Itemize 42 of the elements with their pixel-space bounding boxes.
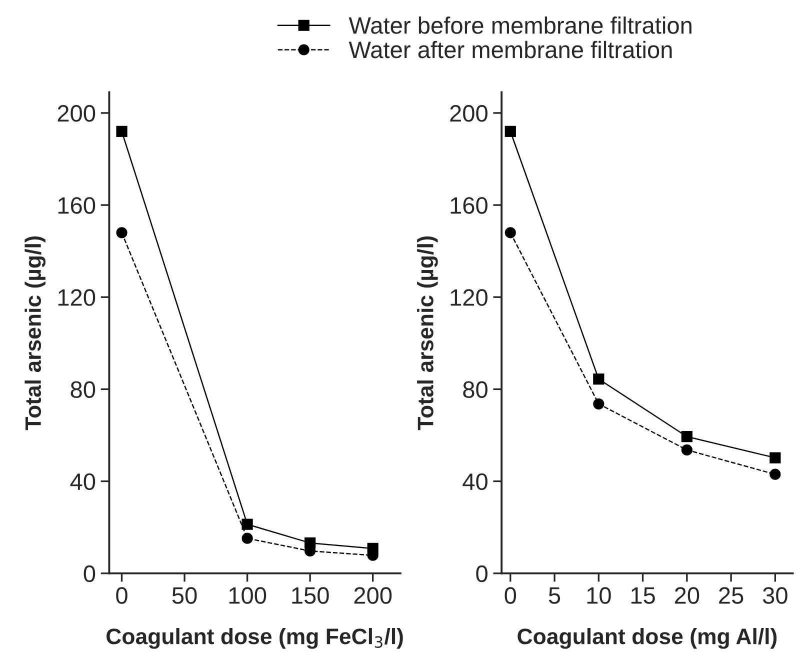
x-tick-label: 25: [719, 587, 744, 604]
y-tick-label: 120: [450, 289, 488, 306]
x-tick-label: 200: [354, 587, 392, 604]
x-tick-label: 0: [504, 587, 516, 604]
y-tick-label: 200: [58, 105, 96, 122]
y-tick-label: 80: [463, 381, 488, 398]
x-axis-title: Coagulant dose (mg Al/l): [518, 628, 777, 649]
y-tick-label: 40: [462, 473, 488, 490]
y-tick-label: 160: [58, 197, 96, 214]
point: [504, 227, 516, 238]
y-axis-title: Total arsenic (µg/l): [417, 236, 438, 430]
y-tick-label: 0: [84, 565, 96, 582]
x-tick-label: 150: [292, 587, 329, 604]
y-axis-title: Total arsenic (µg/l): [24, 236, 46, 430]
y-tick-label: 0: [476, 565, 488, 582]
x-tick-label: 15: [631, 587, 655, 604]
y-tick-label: 160: [450, 197, 488, 214]
point: [593, 374, 604, 385]
point: [593, 398, 604, 410]
x-tick-label: 100: [229, 587, 266, 604]
point: [116, 227, 128, 238]
x-tick-label: 5: [548, 587, 560, 604]
point: [504, 126, 516, 137]
x-tick-label: 30: [762, 587, 788, 604]
point: [681, 444, 692, 456]
y-tick-label: 40: [70, 473, 96, 490]
x-tick-label: 20: [674, 587, 700, 604]
y-tick-label: 80: [70, 381, 96, 398]
x-tick-label: 10: [587, 587, 611, 604]
legend-label: Water before membrane filtration: [348, 16, 692, 34]
point: [770, 452, 781, 464]
y-tick-label: 120: [58, 289, 96, 306]
point: [770, 468, 781, 480]
point: [242, 532, 253, 544]
y-tick-label: 200: [450, 105, 488, 122]
x-tick-label: 0: [116, 587, 128, 604]
x-axis-title: Coagulant dose (mg FeCl$_{3}$/l): [106, 628, 403, 649]
point: [116, 126, 128, 137]
legend-label: Water after membrane filtration: [348, 40, 672, 58]
point: [681, 431, 692, 442]
x-tick-label: 50: [172, 587, 197, 604]
point: [242, 518, 253, 530]
